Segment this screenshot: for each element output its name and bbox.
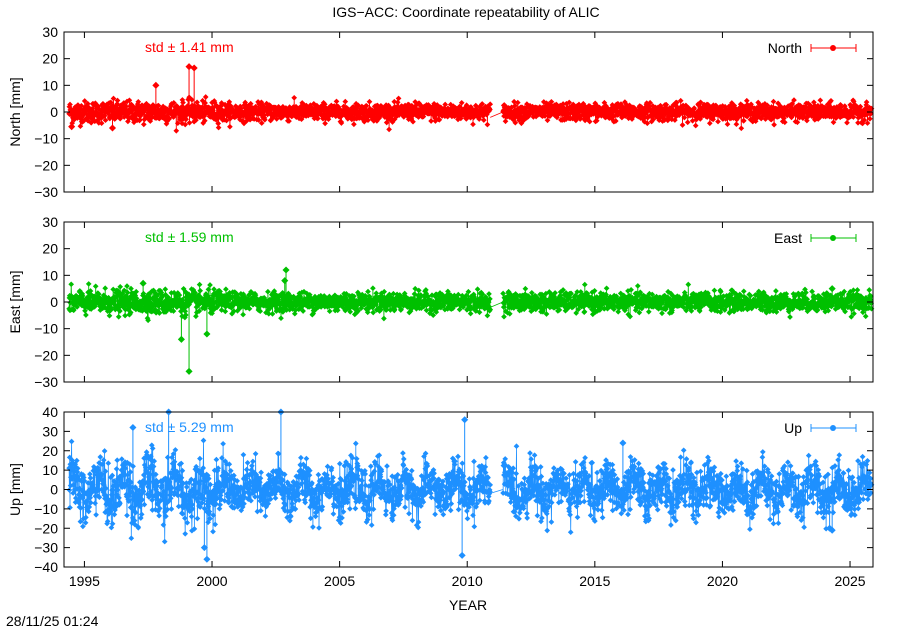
- north-legend: North: [768, 40, 856, 56]
- north-outlier-point: [68, 123, 75, 130]
- north-outlier-point: [109, 124, 116, 131]
- north-ylabel: North [mm]: [7, 77, 23, 146]
- north-ytick-label: −30: [34, 184, 58, 200]
- panels: 30 20 10 0 −10 −20 −30 North [mm] std ± 1.41 mm N…: [7, 24, 874, 613]
- north-ytick-label: −20: [34, 157, 58, 173]
- north-legend-marker: [830, 45, 836, 51]
- north-series-points: [66, 94, 874, 133]
- north-ytick-label: 30: [42, 24, 58, 40]
- north-gap-line: [490, 112, 503, 117]
- north-outlier-point: [191, 64, 198, 71]
- north-ytick-label: 10: [42, 77, 58, 93]
- north-outlier-point: [152, 82, 159, 89]
- north-ytick-label: −10: [34, 131, 58, 147]
- north-outlier-point: [186, 63, 193, 70]
- north-ytick-label: 20: [42, 51, 58, 67]
- north-ytick-label: 0: [50, 104, 58, 120]
- panel-north: 30 20 10 0 −10 −20 −30 North [mm] std ± 1.41 mm N…: [7, 24, 874, 200]
- north-std-annotation: std ± 1.41 mm: [145, 39, 234, 55]
- north-legend-label: North: [768, 40, 802, 56]
- chart-title: IGS−ACC: Coordinate repeatability of ALI…: [332, 4, 599, 20]
